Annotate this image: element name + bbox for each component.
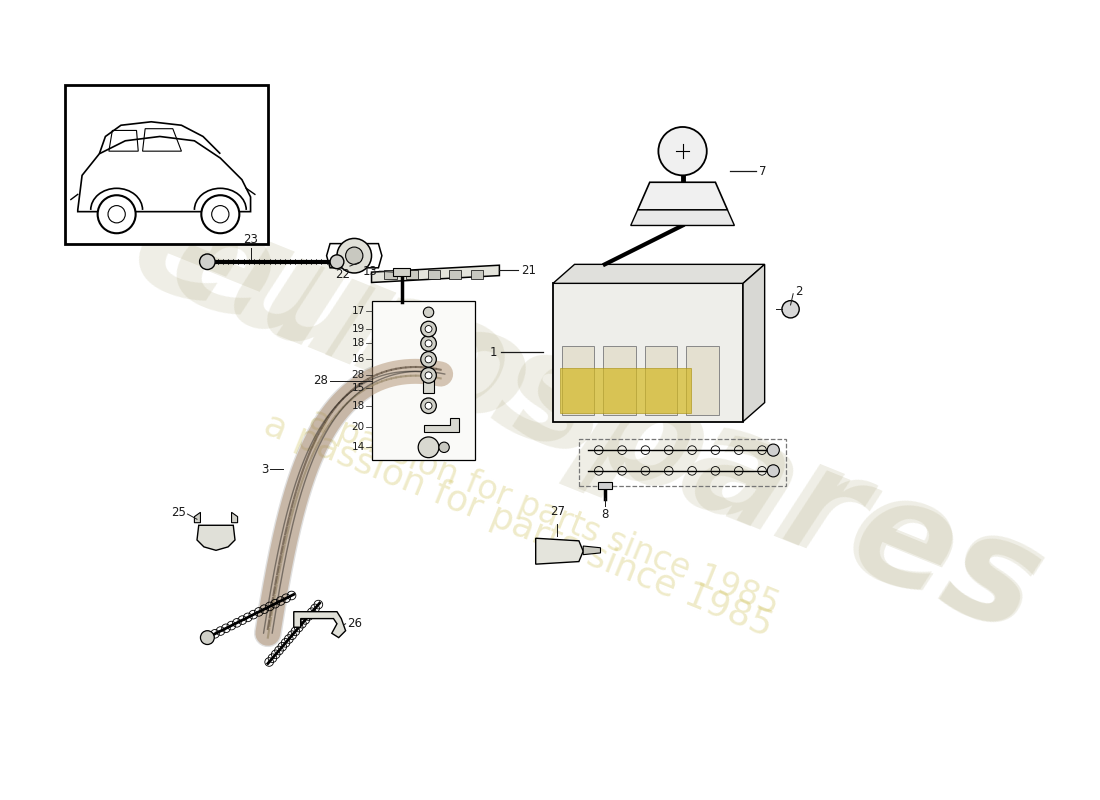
Text: 20: 20 [352,422,364,431]
Circle shape [345,247,363,264]
Circle shape [439,442,449,453]
Polygon shape [645,346,678,414]
Circle shape [200,630,214,645]
Polygon shape [553,264,764,283]
Polygon shape [372,266,499,282]
Polygon shape [195,512,200,522]
Text: a passion for parts since 1985: a passion for parts since 1985 [260,407,778,643]
Circle shape [425,356,432,363]
Circle shape [425,372,432,379]
Circle shape [767,465,779,477]
Circle shape [337,238,372,273]
Bar [471,270,483,279]
Text: 2: 2 [795,286,802,298]
Text: 1: 1 [490,346,497,359]
FancyBboxPatch shape [372,301,475,461]
Circle shape [782,301,800,318]
Circle shape [424,307,433,318]
Polygon shape [742,264,764,422]
Text: eurospares: eurospares [151,188,1059,664]
Text: 3: 3 [261,463,268,476]
Bar [393,268,410,277]
Bar [406,270,418,279]
Text: a passion for parts since 1985: a passion for parts since 1985 [305,402,784,622]
Polygon shape [536,538,583,564]
Polygon shape [197,526,235,550]
Text: 8: 8 [601,508,608,521]
Bar [385,270,397,279]
Circle shape [421,322,437,337]
Bar [428,270,440,279]
Circle shape [421,398,437,414]
Circle shape [199,254,216,270]
Polygon shape [638,182,727,210]
Polygon shape [686,346,719,414]
Text: 22: 22 [334,268,350,281]
Polygon shape [630,210,735,226]
Circle shape [98,195,135,234]
Text: 19: 19 [351,324,364,334]
Polygon shape [583,546,601,554]
Text: 25: 25 [170,506,186,519]
Circle shape [425,402,432,410]
Circle shape [425,326,432,333]
Text: 26: 26 [348,618,362,630]
Polygon shape [562,346,594,414]
Polygon shape [232,512,238,522]
Text: 13: 13 [363,265,377,278]
Text: 21: 21 [521,264,536,277]
Text: 23: 23 [243,234,258,246]
Text: 7: 7 [759,165,766,178]
Polygon shape [553,283,742,422]
Circle shape [421,352,437,367]
Polygon shape [603,346,636,414]
Circle shape [330,255,344,269]
Text: 16: 16 [351,354,364,364]
Bar [424,379,433,394]
Bar [598,482,612,489]
Polygon shape [425,418,459,432]
Circle shape [421,336,437,351]
Circle shape [421,367,437,383]
Text: 18: 18 [351,338,364,349]
Bar [449,270,461,279]
Text: 18: 18 [351,401,364,410]
Circle shape [418,437,439,458]
Circle shape [201,195,240,234]
Text: 17: 17 [351,306,364,317]
Bar [65,85,267,245]
Polygon shape [294,612,345,638]
Text: 15: 15 [351,383,364,393]
Text: 28: 28 [351,370,364,380]
Text: eurospares: eurospares [112,167,1064,667]
Circle shape [767,444,779,456]
Circle shape [425,340,432,347]
Polygon shape [560,368,691,413]
Text: 27: 27 [550,506,564,518]
Circle shape [659,127,707,175]
Text: 28: 28 [314,374,328,387]
Text: 14: 14 [351,442,364,452]
